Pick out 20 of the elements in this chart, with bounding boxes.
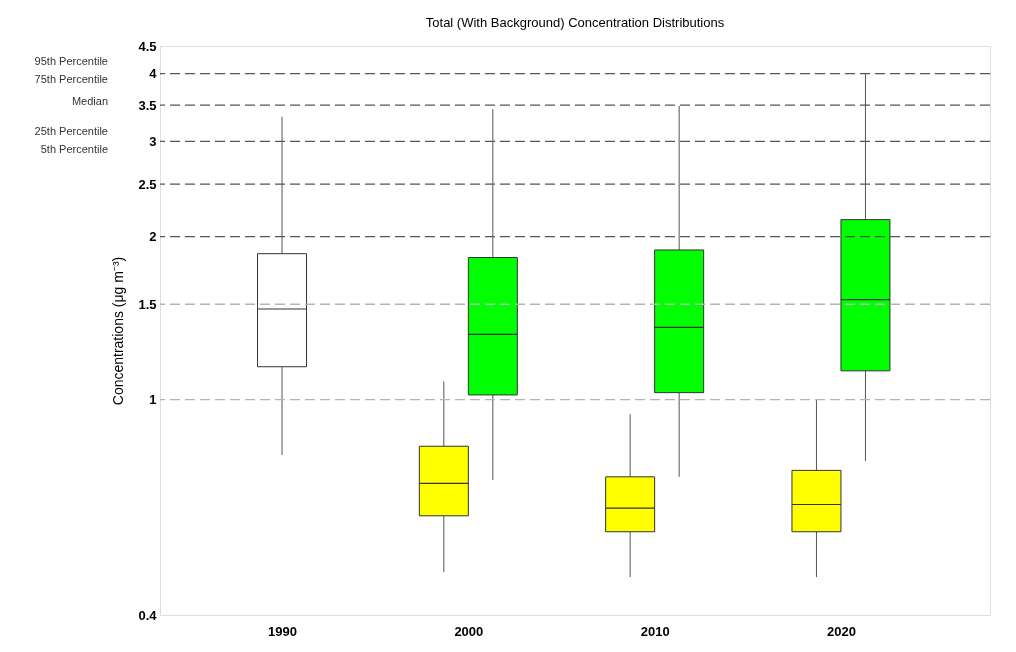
text: 5th Percentile bbox=[40, 143, 108, 155]
y-axis-title: Concentrations (μg m⁻³) bbox=[110, 256, 127, 406]
y-tick-label: 1 bbox=[149, 392, 157, 408]
chart-title: Total (With Background) Concentration Distributions bbox=[425, 15, 725, 30]
y-tick-label: 3.5 bbox=[138, 97, 157, 113]
text: 75th Percentile bbox=[34, 73, 108, 85]
x-tick-label: 2020 bbox=[826, 623, 856, 639]
x-tick-label: 2000 bbox=[454, 623, 484, 639]
text: 25th Percentile bbox=[34, 125, 108, 137]
x-tick-label: 2010 bbox=[640, 623, 670, 639]
y-tick-label: 0.4 bbox=[138, 607, 158, 623]
y-tick-label: 4.5 bbox=[138, 38, 157, 54]
y-tick-label: 2.5 bbox=[138, 176, 157, 192]
y-tick-label: 2 bbox=[149, 229, 157, 245]
text: 95th Percentile bbox=[34, 55, 108, 67]
y-tick-label: 4 bbox=[149, 66, 158, 82]
text: Median bbox=[71, 95, 108, 107]
y-tick-label: 3 bbox=[149, 133, 157, 149]
x-tick-label: 1990 bbox=[268, 623, 297, 639]
y-tick-label: 1.5 bbox=[138, 296, 157, 312]
